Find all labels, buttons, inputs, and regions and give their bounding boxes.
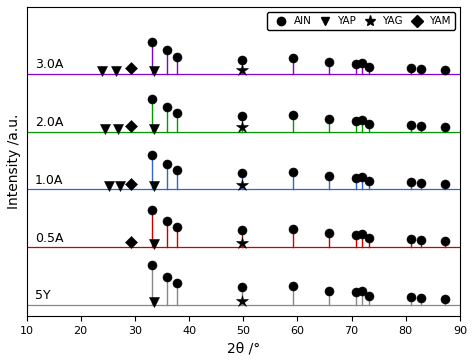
Legend: AlN, YAP, YAG, YAM: AlN, YAP, YAG, YAM <box>266 12 455 30</box>
Text: 0.5A: 0.5A <box>35 232 63 245</box>
Text: 2.0A: 2.0A <box>35 116 63 129</box>
Y-axis label: Intensity /a.u.: Intensity /a.u. <box>7 114 21 209</box>
Text: 5Y: 5Y <box>35 289 50 302</box>
X-axis label: 2θ /°: 2θ /° <box>227 341 260 355</box>
Text: 1.0A: 1.0A <box>35 174 63 187</box>
Text: 3.0A: 3.0A <box>35 58 63 71</box>
